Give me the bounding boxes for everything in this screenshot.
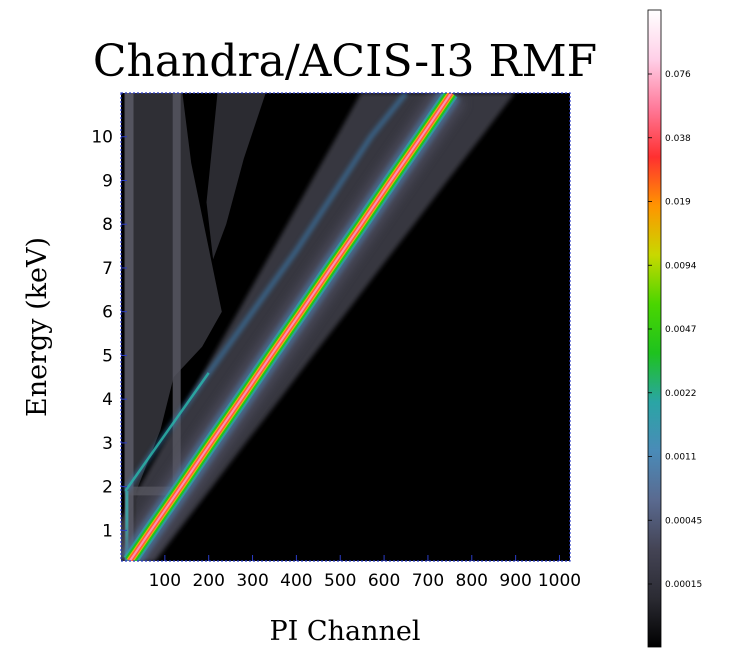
colorbar-tick-label: 0.038	[665, 134, 691, 144]
y-tick-label: 4	[102, 390, 113, 410]
y-tick-label: 9	[102, 171, 113, 191]
y-axis-ticks: 1 2 3 4 5 6 7 8 9 10	[91, 128, 127, 541]
vertical-streak-mid	[172, 93, 181, 487]
y-tick-label: 7	[102, 259, 113, 279]
y-tick-label: 8	[102, 215, 113, 235]
colorbar-tick-label: 0.076	[665, 70, 691, 80]
x-axis-ticks: 100 200 300 400 500 600 700 800 900 1000	[149, 555, 581, 591]
y-tick-label: 5	[102, 346, 113, 366]
y-tick-label: 3	[102, 434, 113, 454]
colorbar-tick-label: 0.0011	[665, 453, 697, 463]
y-tick-label: 10	[91, 128, 113, 148]
escape-line	[124, 372, 210, 492]
colorbar-tick-label: 0.0022	[665, 389, 697, 399]
chart-title: Chandra/ACIS-I3 RMF	[93, 36, 597, 87]
response-ridge	[121, 93, 466, 561]
heatmap-area	[121, 93, 570, 561]
upper-wing	[206, 93, 266, 260]
vertical-streak-low	[124, 93, 134, 561]
colorbar-tick-label: 0.00045	[665, 516, 702, 526]
y-axis-label: Energy (keV)	[22, 237, 53, 417]
x-tick-label: 700	[412, 571, 444, 591]
colorbar-gradient	[647, 9, 662, 648]
colorbar: 0.00015 0.00045 0.0011 0.0022 0.0047 0.0094 0.…	[647, 9, 702, 648]
vertical-streak-edge	[125, 491, 129, 561]
x-tick-label: 300	[236, 571, 268, 591]
x-tick-label: 800	[456, 571, 488, 591]
colorbar-tick-label: 0.0094	[665, 261, 697, 271]
x-axis-label: PI Channel	[270, 616, 421, 647]
x-tick-label: 900	[499, 571, 531, 591]
colorbar-tick-label: 0.0047	[665, 325, 697, 335]
colorbar-ticks: 0.00015 0.00045 0.0011 0.0022 0.0047 0.0094 0.…	[648, 70, 702, 590]
y-tick-label: 2	[102, 478, 113, 498]
y-tick-label: 1	[102, 521, 113, 541]
x-tick-label: 200	[192, 571, 224, 591]
x-tick-label: 500	[324, 571, 356, 591]
x-tick-label: 400	[280, 571, 312, 591]
colorbar-tick-label: 0.00015	[665, 580, 702, 590]
x-tick-label: 100	[149, 571, 181, 591]
plot-frame	[120, 92, 571, 562]
ridge-core	[128, 93, 453, 561]
colorbar-tick-label: 0.019	[665, 198, 691, 208]
y-tick-label: 6	[102, 303, 113, 323]
x-tick-label: 600	[368, 571, 400, 591]
x-tick-label: 1000	[538, 571, 581, 591]
